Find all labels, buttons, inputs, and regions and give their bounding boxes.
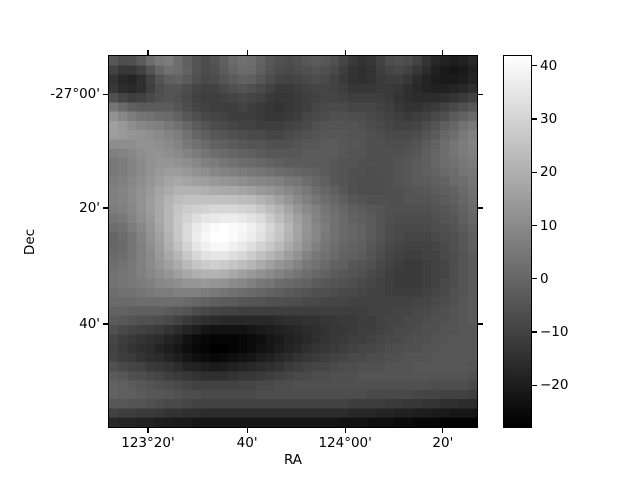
- y-axis-label: Dec: [22, 228, 38, 256]
- colorbar-tick-label: 0: [540, 270, 549, 287]
- colorbar-tick-label: −20: [540, 377, 569, 394]
- x-tick-mark-top: [147, 50, 149, 55]
- colorbar-tick-mark: [532, 118, 537, 120]
- x-axis-label: RA: [283, 452, 303, 468]
- colorbar-tick-label: 30: [540, 110, 558, 127]
- x-tick-label: 20': [432, 435, 454, 451]
- y-tick-label: 20': [79, 199, 100, 216]
- y-tick-mark-right: [478, 93, 483, 95]
- x-tick-mark-top: [344, 50, 346, 55]
- colorbar-tick-mark: [532, 384, 537, 386]
- x-tick-label: 123°20': [121, 435, 175, 451]
- sky-map-heatmap: [109, 56, 477, 427]
- colorbar-tick-label: 20: [540, 164, 558, 181]
- x-tick-label: 124°00': [318, 435, 372, 451]
- x-tick-mark-bottom: [246, 428, 248, 433]
- colorbar-tick-mark: [532, 65, 537, 67]
- x-tick-mark-bottom: [442, 428, 444, 433]
- x-tick-mark-top: [442, 50, 444, 55]
- colorbar-tick-label: 40: [540, 57, 558, 74]
- y-tick-label: -27°00': [50, 86, 100, 103]
- x-tick-mark-bottom: [344, 428, 346, 433]
- colorbar-tick-label: −10: [540, 324, 569, 341]
- y-tick-mark-right: [478, 207, 483, 209]
- x-tick-mark-bottom: [147, 428, 149, 433]
- x-tick-label: 40': [236, 435, 258, 451]
- y-tick-mark-right: [478, 323, 483, 325]
- colorbar-tick-mark: [532, 278, 537, 280]
- colorbar-tick-mark: [532, 331, 537, 333]
- sky-map-axes: [108, 55, 478, 428]
- colorbar-tick-mark: [532, 224, 537, 227]
- x-tick-mark-top: [246, 50, 248, 55]
- colorbar-tick-mark: [532, 171, 537, 173]
- y-tick-mark-left: [103, 207, 108, 209]
- colorbar: [503, 55, 532, 428]
- colorbar-tick-label: 10: [540, 217, 558, 234]
- y-tick-mark-left: [103, 93, 108, 95]
- y-tick-label: 40': [79, 315, 100, 332]
- y-tick-mark-left: [103, 323, 108, 325]
